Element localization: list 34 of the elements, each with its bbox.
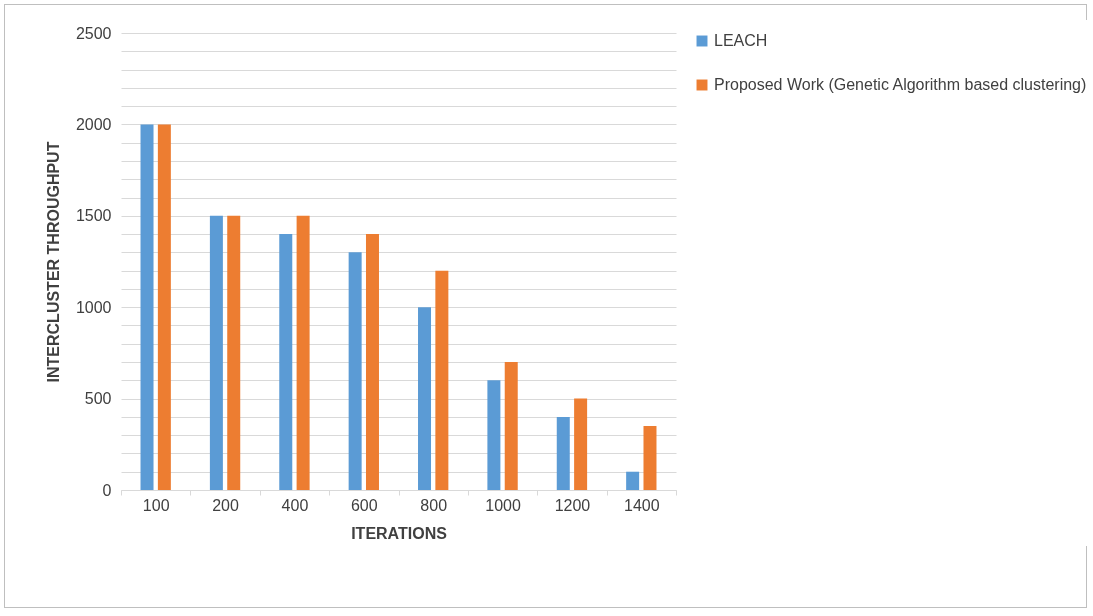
bar [348,252,362,490]
y-tick-label: 1500 [75,207,112,225]
bar [209,215,223,490]
bar [435,270,449,490]
bar [296,215,310,490]
x-tick-label: 800 [420,496,448,514]
bar [643,426,657,490]
bar [487,380,501,490]
y-tick-label: 2000 [75,115,112,133]
x-tick-label: 100 [142,496,170,514]
bar [574,398,588,490]
x-tick-label: 200 [212,496,240,514]
x-axis-title: ITERATIONS [351,524,448,542]
legend-label: LEACH [714,32,768,49]
y-tick-label: 1000 [75,298,112,316]
y-tick-label: 2500 [75,24,112,42]
x-tick-label: 400 [281,496,309,514]
bar [279,234,293,490]
x-tick-label: 600 [350,496,378,514]
y-tick-label: 0 [102,481,112,499]
bar [418,307,432,490]
bar [227,215,241,490]
bar [157,124,171,490]
bar [556,416,570,490]
x-tick-label: 1200 [554,496,591,514]
bar [504,362,518,490]
x-tick-label: 1400 [624,496,660,514]
legend-label: Proposed Work (Genetic Algorithm based clustering) [714,76,1087,93]
y-axis-title: INTERCLUSTER THROUGHPUT [44,141,62,383]
bar [140,124,154,490]
x-tick-label: 1000 [485,496,521,514]
bar [365,234,379,490]
bar [626,471,640,490]
y-tick-label: 500 [84,390,112,408]
